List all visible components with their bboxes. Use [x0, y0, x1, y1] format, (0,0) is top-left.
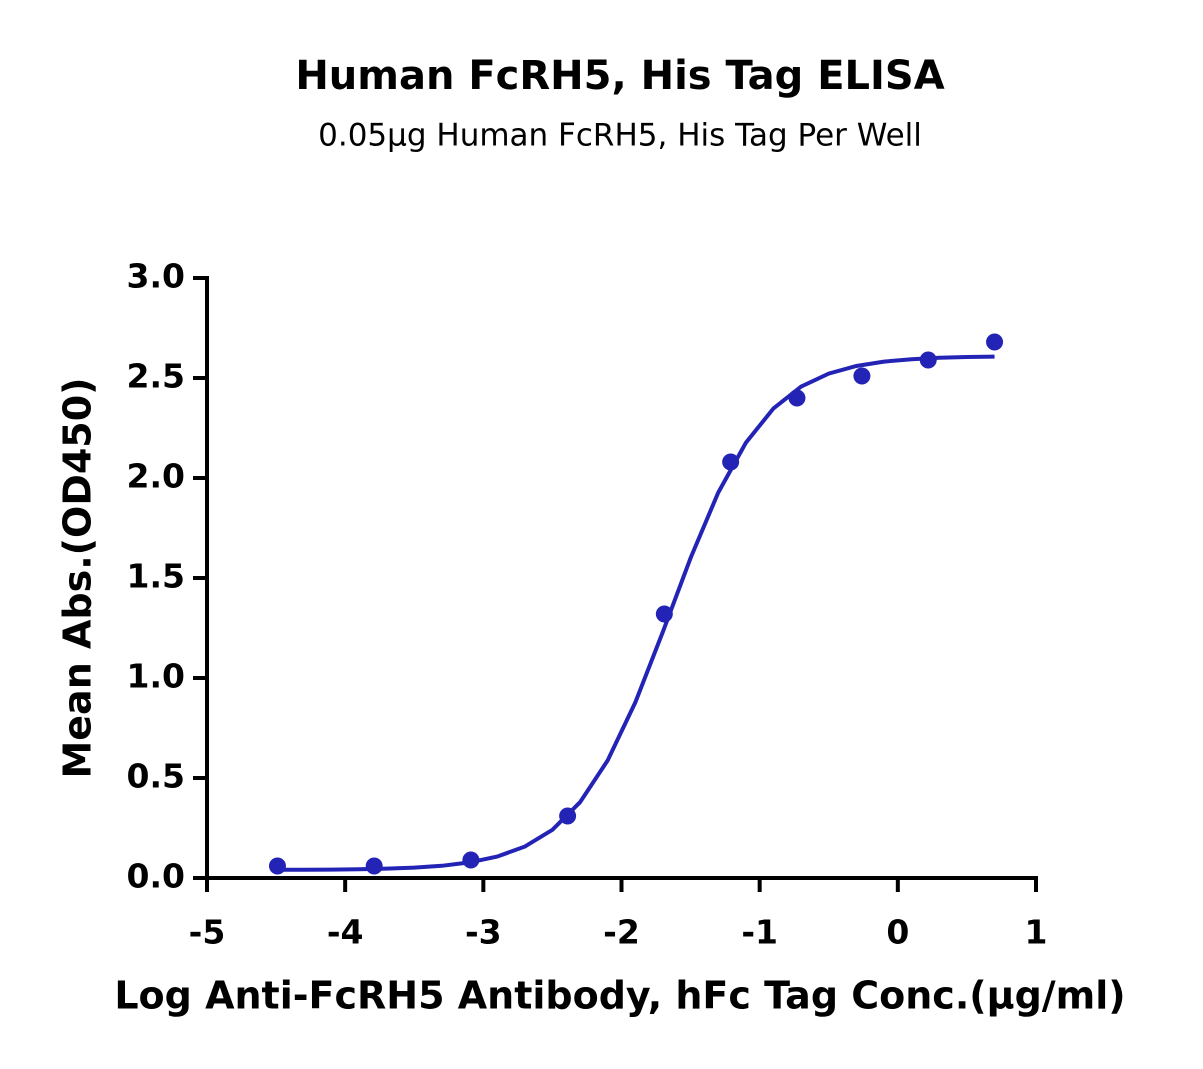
x-axis-label: Log Anti-FcRH5 Antibody, hFc Tag Conc.(μ… [114, 974, 1125, 1018]
y-tick-label: 0.0 [127, 857, 185, 896]
y-tick-label: 2.0 [127, 457, 185, 496]
y-axis-label: Mean Abs.(OD450) [56, 377, 100, 778]
data-point [365, 857, 383, 875]
y-tick-label: 3.0 [127, 257, 185, 296]
x-tick-label: -2 [603, 913, 640, 952]
x-tick-label: -1 [741, 913, 778, 952]
x-tick-label: -3 [465, 913, 502, 952]
fit-curve [276, 354, 995, 872]
x-tick-label: -5 [189, 913, 226, 952]
chart-title: Human FcRH5, His Tag ELISA [295, 53, 944, 99]
x-tick-label: 1 [1025, 913, 1048, 952]
y-tick-label: 1.5 [127, 557, 185, 596]
data-point [268, 857, 286, 875]
x-tick-label: -4 [327, 913, 364, 952]
x-tick-label: 0 [886, 913, 909, 952]
y-tick-label: 0.5 [127, 757, 185, 796]
chart-subtitle: 0.05μg Human FcRH5, His Tag Per Well [318, 118, 922, 154]
data-point [986, 333, 1004, 351]
y-tick-label: 2.5 [127, 357, 185, 396]
data-point [853, 367, 871, 385]
y-tick-label: 1.0 [127, 657, 185, 696]
